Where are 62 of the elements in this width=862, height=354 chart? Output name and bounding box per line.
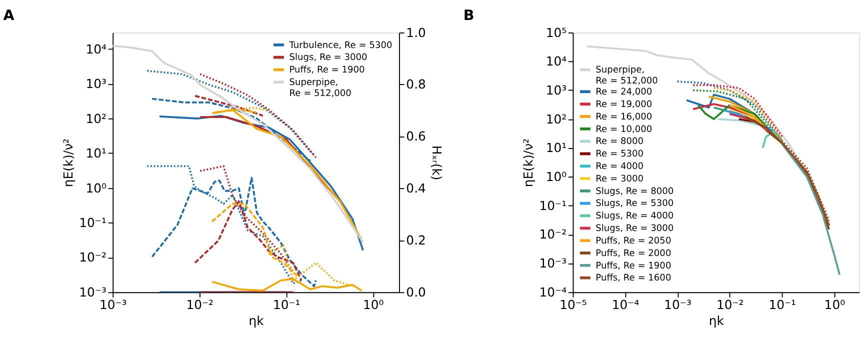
y2-tick-label: 0.2 [406,232,426,248]
x-tick-label: 10⁰ [824,296,846,312]
y2-tick-label: 0.0 [406,284,426,300]
y-tick-label: 10² [546,111,567,126]
legend-label: Puffs, Re = 1600 [596,274,672,284]
legend-label: Puffs, Re = 1900 [289,66,366,76]
x-tick-label: 10⁻³ [99,296,127,312]
y-tick-label: 10⁻² [79,250,106,265]
y-axis-title: ηE(k)/ν² [60,138,76,188]
y-tick-label: 10⁻⁴ [539,284,567,300]
y-tick-label: 10⁵ [546,24,567,40]
y-axis-title: ηE(k)/ν² [520,138,536,188]
y2-tick-label: 0.8 [406,76,426,92]
x-axis-title: ηk [708,313,725,328]
y-tick-label: 10⁻³ [539,256,567,271]
y2-axis-title: Hₓᵣ(k) [430,145,445,180]
x-tick-label: 10⁻² [186,296,214,312]
y2-tick-label: 1.0 [406,24,426,40]
legend-label: Turbulence, Re = 5300 [288,40,392,51]
y-tick-label: 10² [86,110,106,126]
y-tick-label: 10³ [546,82,567,98]
legend-label: Re = 24,000 [596,88,652,98]
x-tick-label: 10⁻¹ [768,296,796,312]
chart-title: B [463,8,474,24]
legend-label: Slugs, Re = 4000 [596,212,674,222]
x-tick-label: 10⁻² [716,296,744,312]
x-tick-label: 10⁰ [363,296,384,312]
x-tick-label: 10⁻³ [664,296,692,312]
legend-label: Re = 4000 [596,162,644,172]
legend-label: Puffs, Re = 2050 [596,236,672,246]
y2-tick-label: 0.6 [406,128,426,144]
legend-label: Re = 10,000 [596,124,652,135]
y-tick-label: 10⁻¹ [79,214,106,230]
legend-label: Re = 8000 [596,137,644,148]
legend-label: Re = 5300 [596,150,644,160]
legend-label: Superpipe, Re = 512,000 [596,66,658,87]
legend-label: Puffs, Re = 1900 [596,261,672,272]
y-tick-label: 10⁻³ [79,284,106,300]
x-tick-label: 10⁻⁴ [612,296,640,312]
legend-label: Re = 19,000 [596,100,652,110]
legend-label: Slugs, Re = 8000 [596,186,674,197]
y2-tick-label: 0.4 [406,180,426,196]
x-axis-title: ηk [248,313,265,328]
x-tick-label: 10⁻¹ [272,296,300,312]
y-tick-label: 10⁴ [86,41,106,56]
x-tick-label: 10⁻⁵ [560,296,587,312]
y-tick-label: 10¹ [546,140,567,156]
legend-label: Slugs, Re = 5300 [596,199,674,210]
y-tick-label: 10⁻¹ [539,198,567,213]
legend-label: Slugs, Re = 3000 [289,53,368,64]
legend-label: Superpipe, Re = 512,000 [289,78,352,99]
chart-title: A [3,8,14,24]
legend-label: Re = 16,000 [596,112,652,122]
legend-label: Puffs, Re = 2000 [596,248,672,259]
y-tick-label: 10⁰ [546,169,567,184]
y-tick-label: 10⁻² [539,226,567,242]
y-tick-label: 10³ [86,76,106,92]
y-tick-label: 10¹ [86,146,106,161]
legend-label: Re = 3000 [596,174,644,184]
legend-label: Slugs, Re = 3000 [596,224,674,234]
y-tick-label: 10⁴ [546,54,567,69]
y-tick-label: 10⁰ [86,180,106,196]
